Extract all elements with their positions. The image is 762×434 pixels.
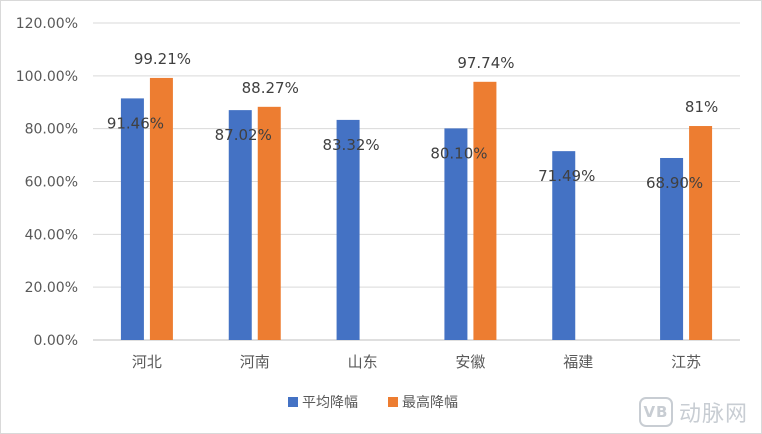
data-label: 99.21% [134, 50, 191, 68]
bar-max-decline [689, 126, 713, 341]
x-tick-label: 福建 [563, 353, 593, 371]
data-label: 68.90% [646, 174, 703, 192]
bar-max-decline [257, 106, 281, 340]
legend-label: 最高降幅 [402, 394, 458, 411]
watermark-text: 动脉网 [678, 402, 748, 427]
watermark: VB 动脉网 [638, 396, 748, 428]
y-tick-label: 0.00% [34, 333, 78, 349]
bar-average-decline [552, 151, 576, 340]
bar-average-decline [444, 128, 468, 340]
y-tick-label: 120.00% [16, 16, 78, 32]
watermark-logo-icon: VB [638, 397, 673, 427]
gridlines [93, 22, 740, 341]
legend-swatch [288, 397, 298, 407]
bar-average-decline [120, 98, 144, 341]
data-label: 87.02% [215, 126, 272, 144]
y-tick-label: 100.00% [16, 69, 78, 85]
legend-swatch [388, 397, 398, 407]
x-tick-label: 江苏 [671, 353, 701, 371]
y-tick-label: 80.00% [25, 122, 78, 138]
bar-average-decline [228, 110, 252, 341]
data-label: 83.32% [322, 136, 379, 154]
legend-label: 平均降幅 [302, 395, 358, 411]
data-label: 91.46% [107, 114, 164, 132]
y-tick-label: 20.00% [25, 280, 78, 296]
x-tick-label: 河北 [132, 353, 162, 371]
data-labels: 91.46% 99.21% 87.02% 88.27% 83.32% 80.10% 97.7… [107, 50, 718, 192]
bar-average-decline [660, 157, 684, 340]
data-label: 81% [685, 98, 718, 116]
bar-max-decline [473, 81, 497, 340]
x-tick-label: 河南 [240, 353, 270, 371]
data-label: 71.49% [538, 167, 595, 185]
y-tick-label: 40.00% [25, 227, 78, 243]
x-tick-label: 安徽 [455, 353, 485, 371]
data-label: 97.74% [457, 54, 514, 72]
bars [120, 77, 713, 341]
legend: 平均降幅 最高降幅 [288, 394, 458, 411]
bar-max-decline [149, 77, 173, 340]
bar-average-decline [336, 119, 360, 340]
y-tick-label: 60.00% [25, 175, 78, 191]
x-tick-label: 山东 [348, 353, 378, 371]
data-label: 80.10% [430, 144, 487, 162]
y-axis-ticks: 0.00% 20.00% 40.00% 60.00% 80.00% 100.00% 120.… [16, 16, 78, 349]
data-label: 88.27% [242, 79, 299, 97]
x-axis-categories: 河北 河南 山东 安徽 福建 江苏 [132, 353, 701, 371]
